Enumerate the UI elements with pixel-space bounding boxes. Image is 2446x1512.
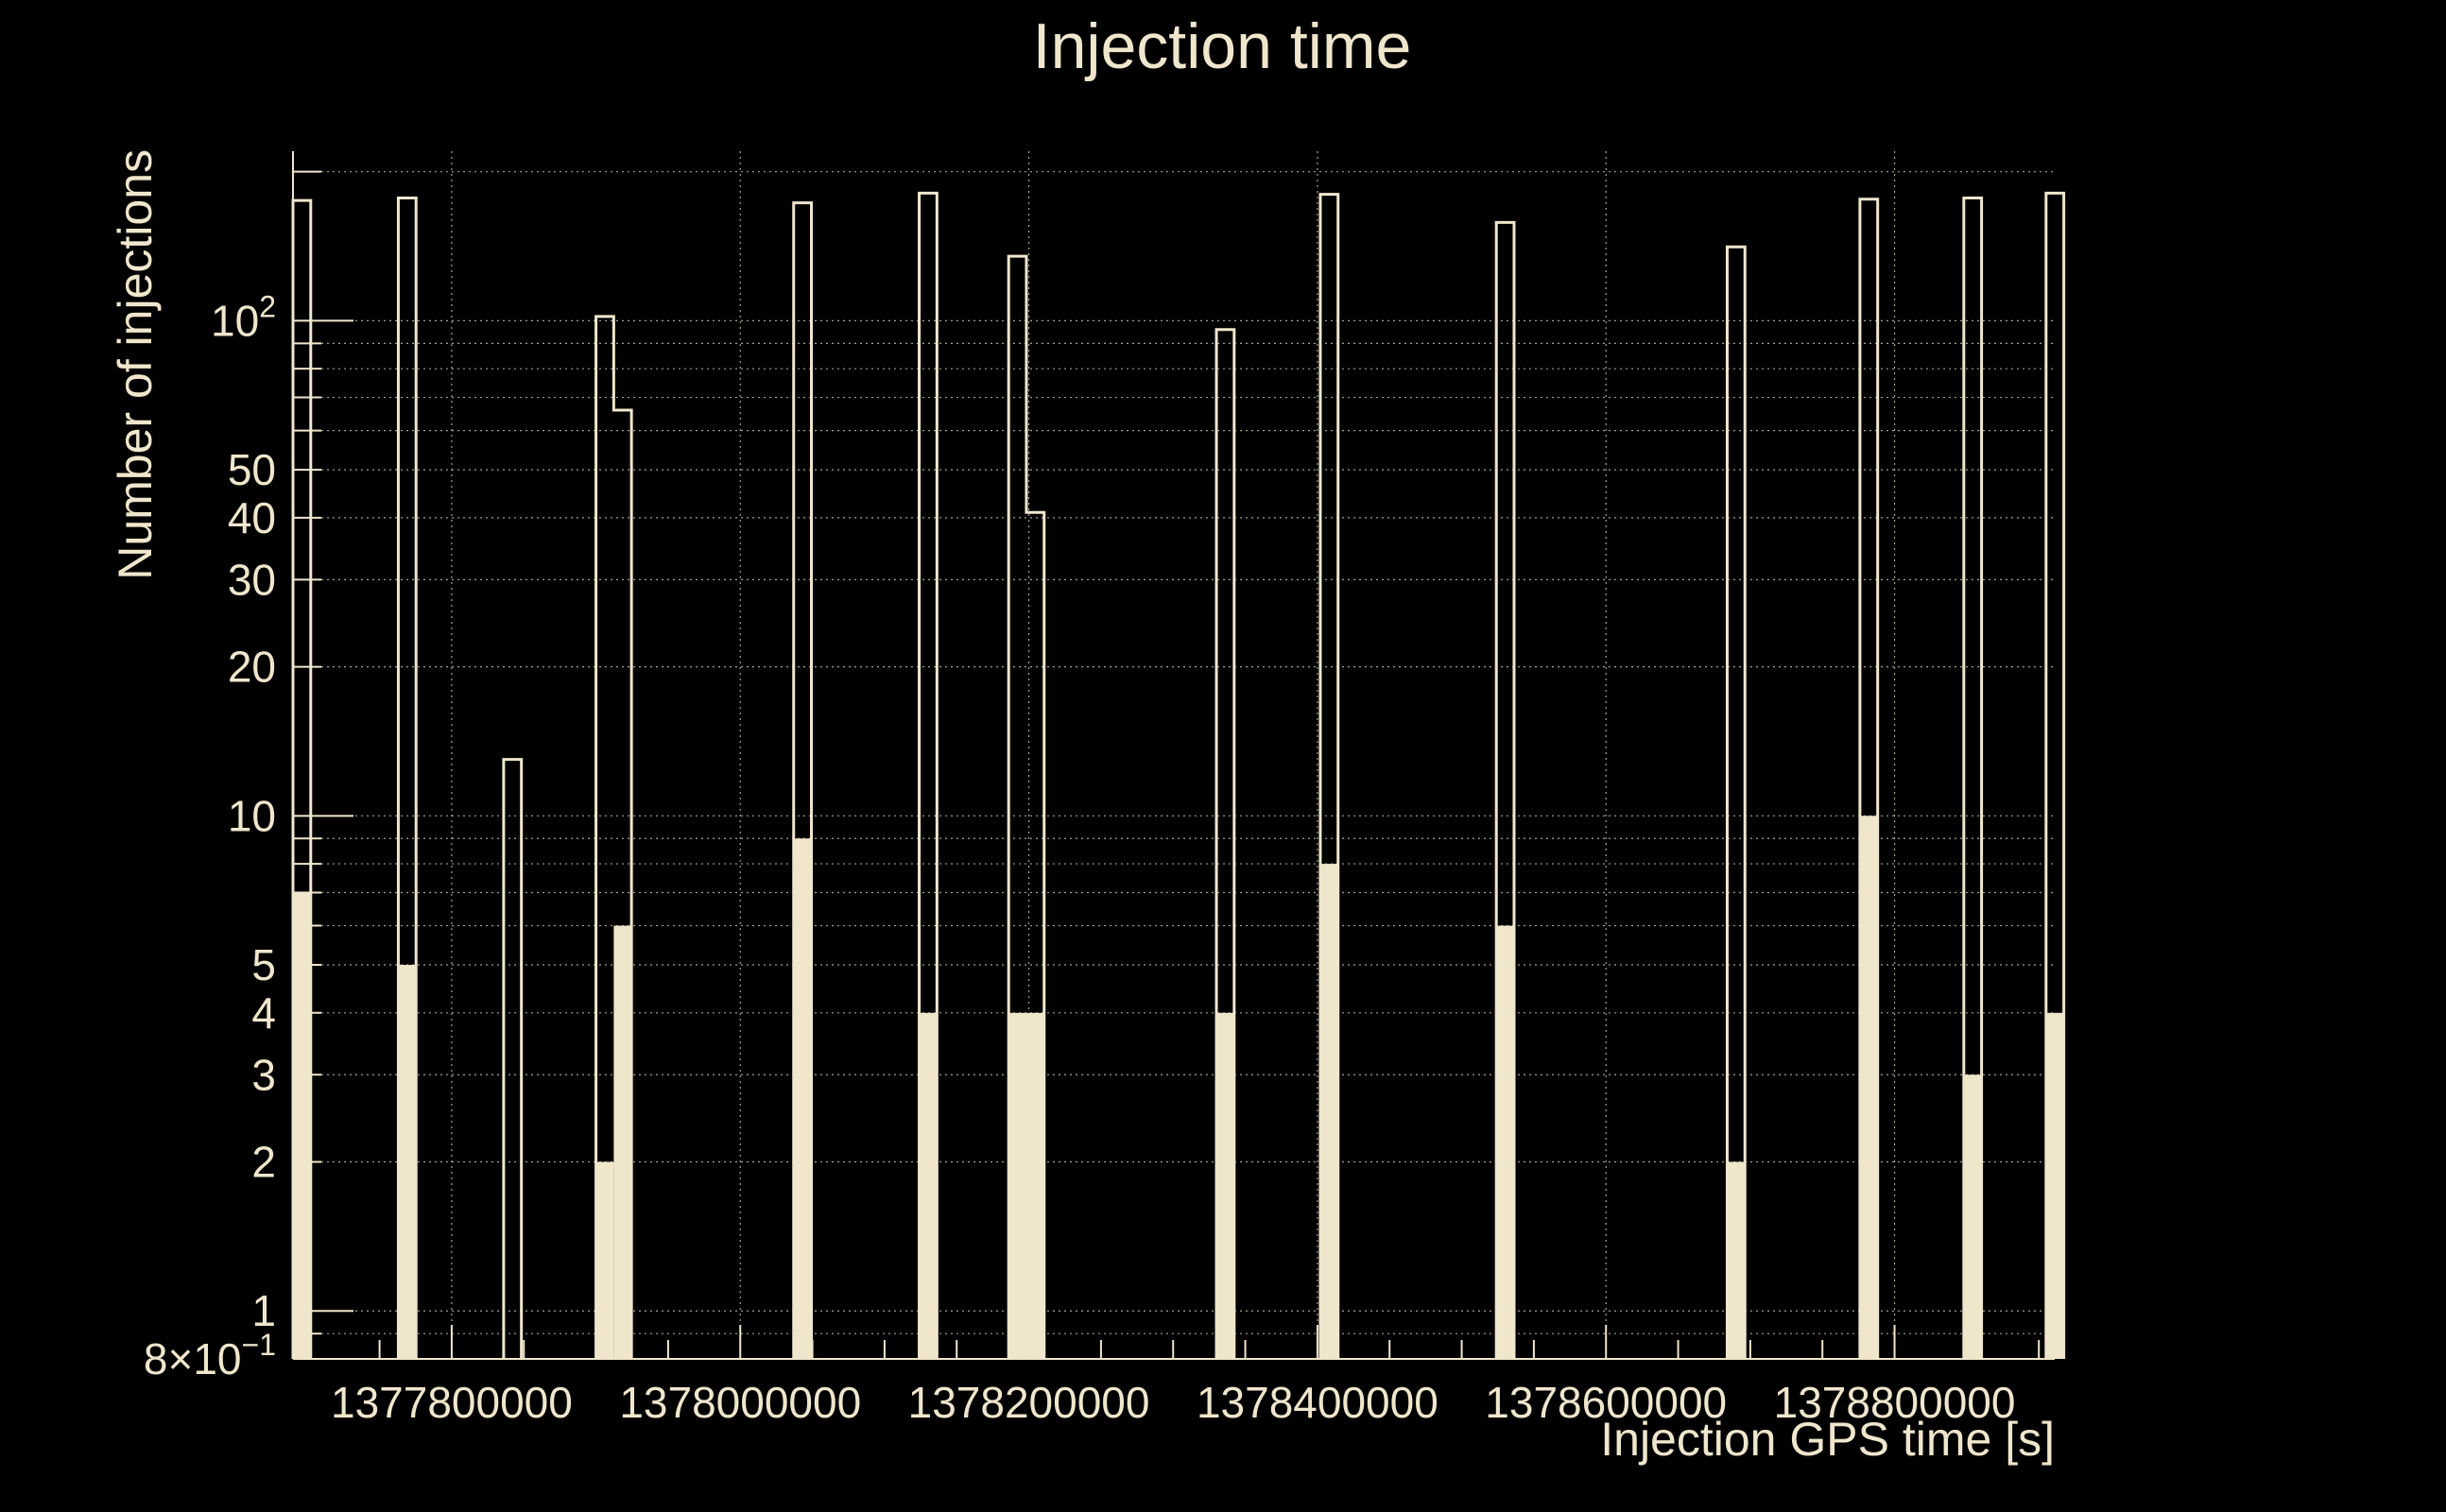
outline-series bbox=[291, 191, 2066, 1359]
y-tick-label: 2 bbox=[251, 1138, 276, 1187]
outline-bar bbox=[396, 196, 418, 1359]
filled-bar bbox=[1963, 1074, 1982, 1359]
outline-bar bbox=[2044, 191, 2066, 1359]
filled-bar bbox=[793, 838, 812, 1359]
x-tick-label: 1378600000 bbox=[1485, 1378, 1727, 1427]
tick-labels: 1377800000 1378000000 1378200000 1378400000… bbox=[144, 289, 2016, 1427]
outline-bar bbox=[1007, 254, 1046, 1359]
y-axis-label: Number of injections bbox=[109, 149, 162, 580]
y-tick-label: 3 bbox=[251, 1050, 276, 1099]
outline-bar bbox=[1494, 220, 1516, 1359]
filled-bar bbox=[398, 965, 417, 1359]
filled-bar bbox=[919, 1012, 938, 1359]
x-tick-label: 1378800000 bbox=[1774, 1378, 2016, 1427]
filled-bar bbox=[1008, 1012, 1026, 1359]
filled-bar bbox=[595, 1161, 614, 1359]
y-tick-label: 30 bbox=[228, 555, 276, 604]
filled-bar bbox=[293, 892, 311, 1359]
filled-bar bbox=[1025, 1012, 1044, 1359]
y-tick-label: 50 bbox=[228, 445, 276, 494]
outline-bar bbox=[594, 315, 633, 1359]
y-tick-label: 20 bbox=[228, 643, 276, 692]
outline-bar bbox=[792, 201, 814, 1359]
y-tick-label: 40 bbox=[228, 493, 276, 542]
filled-bar bbox=[613, 925, 632, 1359]
tick-marks bbox=[293, 170, 2041, 1360]
outline-bar bbox=[1725, 245, 1747, 1359]
outline-bar bbox=[1214, 328, 1236, 1359]
y-tick-label: 10 bbox=[228, 791, 276, 840]
filled-bar bbox=[1216, 1012, 1234, 1359]
x-axis-label: Injection GPS time [s] bbox=[1600, 1413, 2055, 1466]
filled-bar bbox=[1319, 864, 1338, 1359]
outline-bar bbox=[502, 758, 524, 1359]
y-tick-label: 8×10−1 bbox=[144, 1328, 276, 1383]
outline-bar bbox=[1858, 198, 1880, 1359]
x-tick-label: 1378400000 bbox=[1197, 1378, 1438, 1427]
y-tick-label: 4 bbox=[251, 988, 276, 1038]
outline-bar bbox=[918, 191, 939, 1359]
filled-bar bbox=[1859, 816, 1878, 1359]
filled-bar bbox=[1727, 1161, 1746, 1359]
y-tick-label: 102 bbox=[211, 289, 276, 345]
filled-bar bbox=[2045, 1012, 2064, 1359]
x-tick-label: 1378000000 bbox=[619, 1378, 861, 1427]
y-tick-label: 1 bbox=[251, 1286, 276, 1335]
outline-bar bbox=[1318, 193, 1340, 1359]
filled-series bbox=[293, 816, 2064, 1359]
chart-title: Injection time bbox=[1033, 10, 1412, 82]
x-tick-label: 1377800000 bbox=[331, 1378, 573, 1427]
outline-bar bbox=[1962, 196, 1984, 1359]
filled-bar bbox=[1496, 925, 1514, 1359]
y-tick-label: 5 bbox=[251, 940, 276, 989]
x-tick-label: 1378200000 bbox=[908, 1378, 1150, 1427]
